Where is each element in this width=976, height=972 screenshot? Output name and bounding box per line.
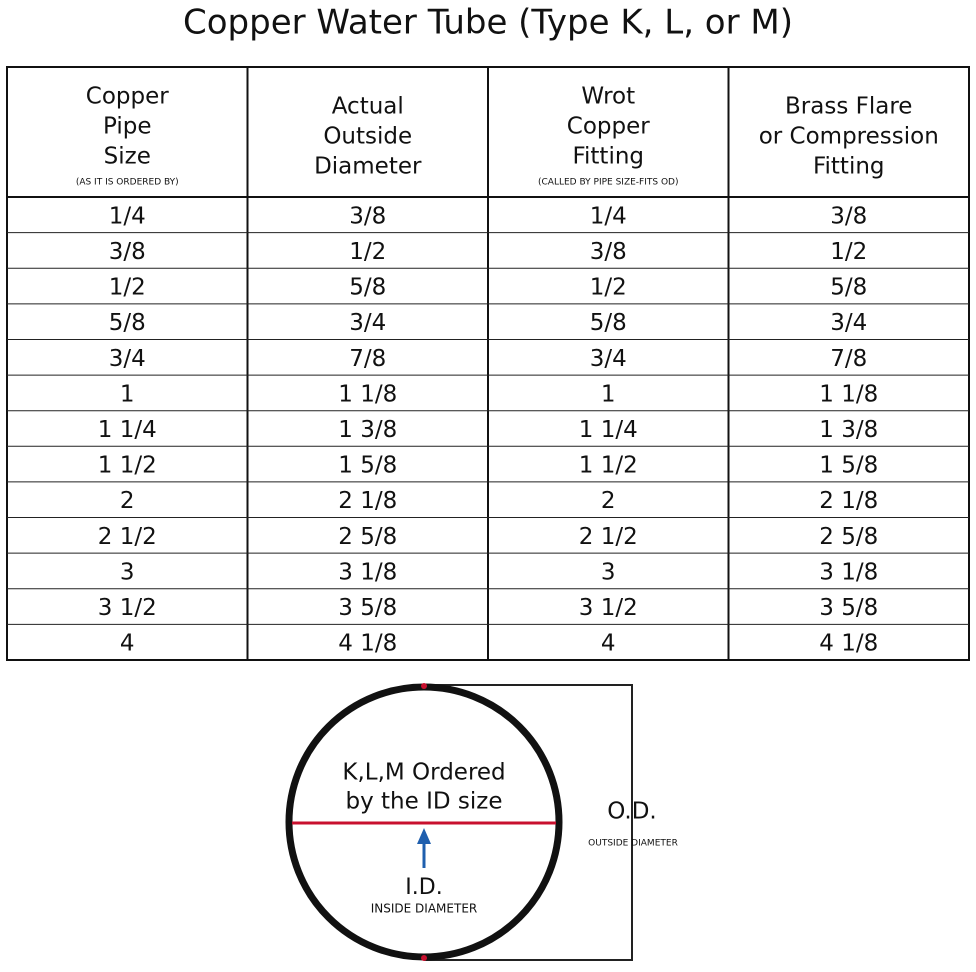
table-cell: 1/2	[590, 275, 627, 301]
id-label: I.D.	[405, 875, 442, 900]
table-cell: 3/4	[109, 346, 146, 372]
table-cell: 1/2	[109, 275, 146, 301]
table-cell: 4 1/8	[338, 631, 397, 657]
header-text: Outside	[323, 124, 412, 150]
table-cell: 1 1/4	[579, 417, 638, 443]
table-cell: 3/8	[590, 239, 627, 265]
od-label: O.D.	[607, 799, 657, 825]
table-cell: 1 3/8	[338, 417, 397, 443]
table-cell: 1 1/4	[98, 417, 157, 443]
table-cell: 3/4	[590, 346, 627, 372]
table-cell: 3	[120, 559, 135, 585]
table-cell: 3 5/8	[819, 595, 878, 621]
id-arrow-head	[417, 828, 431, 844]
header-text: Wrot	[581, 84, 635, 110]
table-cell: 2 1/8	[338, 488, 397, 514]
table-cell: 1 1/8	[819, 381, 878, 407]
table-cell: 1	[120, 381, 135, 407]
table-cell: 3 1/2	[98, 595, 157, 621]
table-cell: 3 1/8	[338, 559, 397, 585]
table-cell: 5/8	[590, 310, 627, 336]
od-tick-bottom	[421, 955, 427, 961]
table-cell: 2 1/8	[819, 488, 878, 514]
table-cell: 1/2	[830, 239, 867, 265]
header-text: Size	[104, 144, 151, 170]
table-cell: 5/8	[830, 275, 867, 301]
table-cell: 2 5/8	[338, 524, 397, 550]
table-cell: 5/8	[349, 275, 386, 301]
table-cell: 3 1/2	[579, 595, 638, 621]
od-tick-top	[421, 683, 427, 689]
table-cell: 1 3/8	[819, 417, 878, 443]
table-cell: 1/4	[590, 203, 627, 229]
table-cell: 2 1/2	[579, 524, 638, 550]
header-text: Pipe	[103, 114, 152, 140]
table-cell: 7/8	[349, 346, 386, 372]
table-cell: 3/8	[349, 203, 386, 229]
table-cell: 2 5/8	[819, 524, 878, 550]
table-cell: 3/8	[109, 239, 146, 265]
header-text: Copper	[86, 84, 169, 110]
table-cell: 2	[601, 488, 616, 514]
header-text: Copper	[567, 114, 650, 140]
title: Copper Water Tube (Type K, L, or M)	[183, 3, 793, 43]
id-note: INSIDE DIAMETER	[371, 902, 477, 916]
header-note: (AS IT IS ORDERED BY)	[76, 178, 179, 188]
table-cell: 3/4	[830, 310, 867, 336]
table-cell: 4	[601, 631, 616, 657]
header-text: Diameter	[314, 154, 422, 180]
table-cell: 7/8	[830, 346, 867, 372]
table-cell: 5/8	[109, 310, 146, 336]
table-cell: 2 1/2	[98, 524, 157, 550]
table-cell: 3/4	[349, 310, 386, 336]
table-cell: 3	[601, 559, 616, 585]
table-cell: 3 1/8	[819, 559, 878, 585]
table-cell: 3/8	[830, 203, 867, 229]
header-text: Actual	[332, 94, 404, 120]
table-cell: 1	[601, 381, 616, 407]
od-bracket	[424, 684, 633, 961]
header-text: Brass Flare	[785, 94, 912, 120]
header-text: Fitting	[572, 144, 644, 170]
table-cell: 1 5/8	[819, 453, 878, 479]
header-note: (CALLED BY PIPE SIZE-FITS OD)	[538, 178, 678, 188]
header-text: or Compression	[759, 124, 939, 150]
table-cell: 3 5/8	[338, 595, 397, 621]
inner-label: K,L,M Ordered	[342, 760, 505, 786]
table-cell: 4	[120, 631, 135, 657]
table-cell: 1 1/2	[98, 453, 157, 479]
table-cell: 1/2	[349, 239, 386, 265]
od-note: OUTSIDE DIAMETER	[588, 839, 678, 849]
header-text: Fitting	[813, 154, 885, 180]
table-cell: 4 1/8	[819, 631, 878, 657]
table-cell: 1/4	[109, 203, 146, 229]
inner-label: by the ID size	[346, 789, 503, 815]
table-cell: 1 1/2	[579, 453, 638, 479]
table-cell: 2	[120, 488, 135, 514]
table-cell: 1 1/8	[338, 381, 397, 407]
table-cell: 1 5/8	[338, 453, 397, 479]
